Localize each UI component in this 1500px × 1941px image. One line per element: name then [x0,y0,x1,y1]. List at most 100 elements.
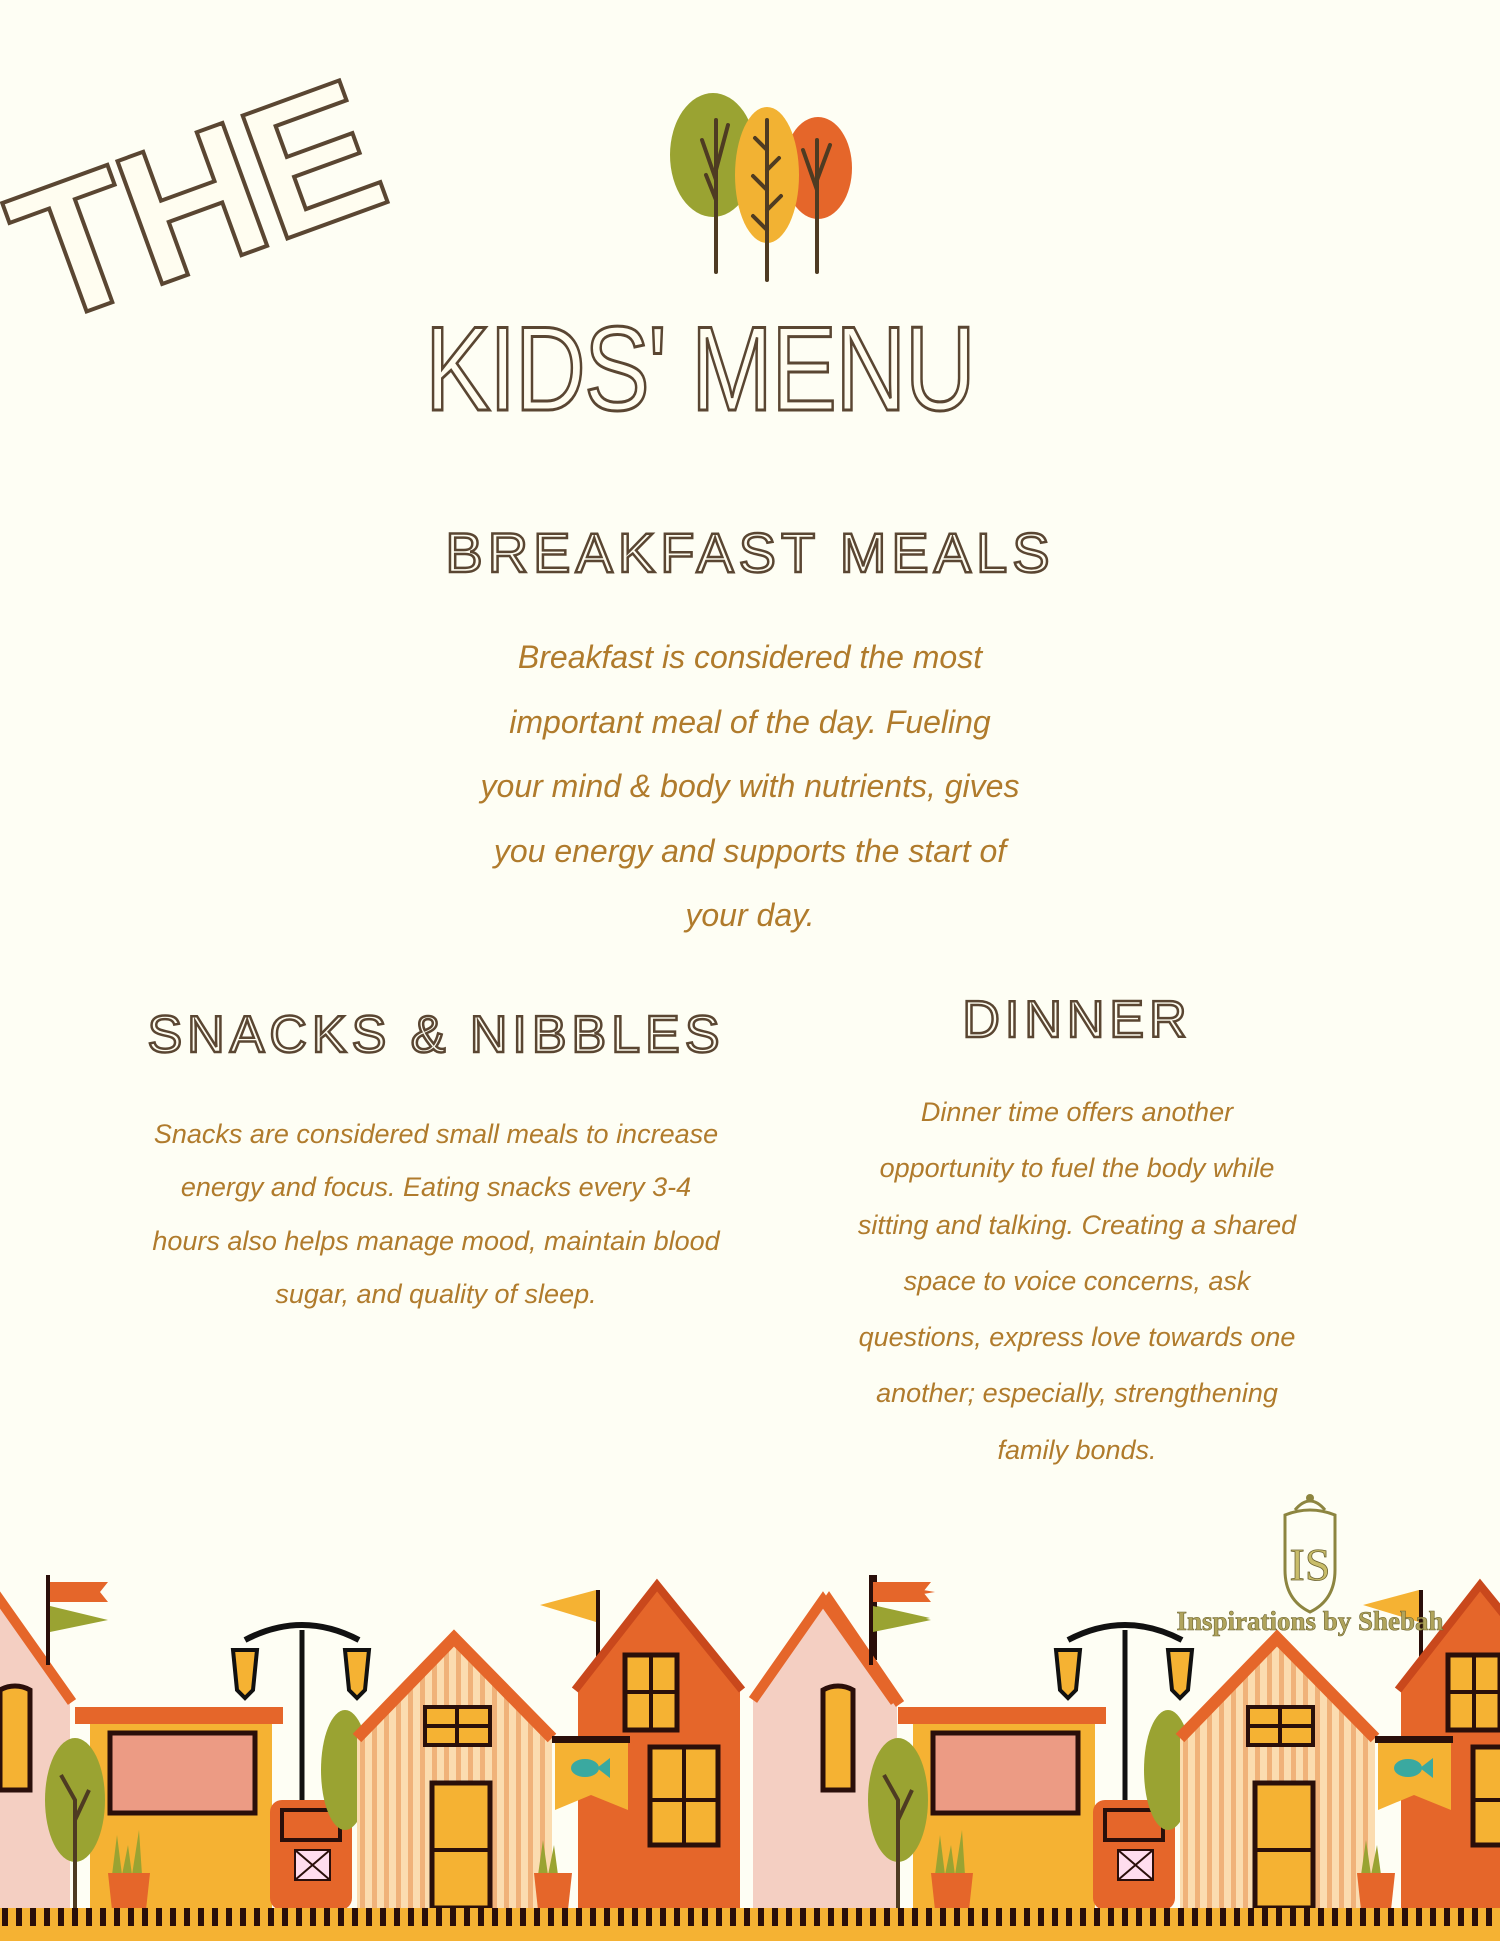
dinner-description: Dinner time offers another opportunity t… [777,1084,1377,1478]
fence-post [1192,1908,1198,1926]
text-line: family bonds. [997,1434,1157,1465]
fence-post [660,1908,666,1926]
fence-post [44,1908,50,1926]
text-line: space to voice concerns, ask [903,1265,1251,1296]
fence-post [226,1908,232,1926]
fence-post [1332,1908,1338,1926]
text-line: energy and focus. Eating snacks every 3-… [180,1172,692,1203]
fence-post [534,1908,540,1926]
fence-post [366,1908,372,1926]
fence-post [1472,1908,1478,1926]
fence-post [884,1908,890,1926]
fence-post [632,1908,638,1926]
fence-post [842,1908,848,1926]
text-line: Snacks are considered small meals to inc… [153,1119,719,1149]
fence-post [478,1908,484,1926]
fence-post [604,1908,610,1926]
fence-post [1276,1908,1282,1926]
fence-post [58,1908,64,1926]
text-line: Breakfast is considered the most [517,639,983,675]
fence-post [870,1908,876,1926]
fence-post [1136,1908,1142,1926]
fence-post [394,1908,400,1926]
fence [2,1908,1492,1926]
fence-post [744,1908,750,1926]
fence-post [1220,1908,1226,1926]
trees-illustration [670,93,852,282]
fence-post [100,1908,106,1926]
fence-post [1122,1908,1128,1926]
fence-post [212,1908,218,1926]
dinner-heading: DINNER [961,990,1192,1051]
fence-post [254,1908,260,1926]
fence-post [310,1908,316,1926]
fence-post [2,1908,8,1926]
fence-post [548,1908,554,1926]
fence-post [940,1908,946,1926]
fence-post [282,1908,288,1926]
fence-post [1052,1908,1058,1926]
fence-post [1108,1908,1114,1926]
fence-post [156,1908,162,1926]
fence-post [1150,1908,1156,1926]
text-line: important meal of the day. Fueling [509,703,991,740]
fence-post [1416,1908,1422,1926]
fence-post [492,1908,498,1926]
fence-post [1178,1908,1184,1926]
logo-text: Inspirations by Shebah [1176,1606,1444,1637]
fence-post [758,1908,764,1926]
text-line: you energy and supports the start of [493,832,1007,869]
text-line: sugar, and quality of sleep. [275,1278,597,1309]
text-line: your day. [685,897,815,933]
fence-post [338,1908,344,1926]
breakfast-heading: BREAKFAST MEALS [444,520,1055,586]
logo-monogram: IS [1290,1539,1331,1590]
inspirations-logo: IS [1283,1494,1337,1614]
fence-post [562,1908,568,1926]
fence-post [828,1908,834,1926]
fence-post [408,1908,414,1926]
fence-post [1458,1908,1464,1926]
fence-post [730,1908,736,1926]
fence-post [1402,1908,1408,1926]
fence-post [450,1908,456,1926]
text-line: sitting and talking. Creating a shared [857,1209,1297,1240]
text-line: your mind & body with nutrients, gives [480,768,1020,804]
fence-post [436,1908,442,1926]
fence-post [1010,1908,1016,1926]
fence-post [1066,1908,1072,1926]
fence-post [702,1908,708,1926]
fence-post [1486,1908,1492,1926]
fence-post [324,1908,330,1926]
fence-post [128,1908,134,1926]
fence-post [1444,1908,1450,1926]
fence-post [464,1908,470,1926]
fence-post [184,1908,190,1926]
fence-post [716,1908,722,1926]
fence-post [786,1908,792,1926]
fence-post [1290,1908,1296,1926]
text-line: questions, express love towards one [858,1322,1296,1353]
text-line: Dinner time offers another [920,1097,1234,1127]
fence-post [1304,1908,1310,1926]
fence-post [1206,1908,1212,1926]
fence-post [800,1908,806,1926]
text-line: opportunity to fuel the body while [879,1153,1275,1184]
fence-post [86,1908,92,1926]
fence-post [114,1908,120,1926]
fence-post [506,1908,512,1926]
fence-post [926,1908,932,1926]
fence-post [1248,1908,1254,1926]
fence-post [30,1908,36,1926]
fence-post [618,1908,624,1926]
fence-post [982,1908,988,1926]
fence-post [1164,1908,1170,1926]
fence-post [674,1908,680,1926]
fence-post [814,1908,820,1926]
title-the: THE [0,38,407,367]
title-kids-menu: KIDS' MENU [424,301,977,438]
fence-post [590,1908,596,1926]
fence-post [772,1908,778,1926]
fence-post [1318,1908,1324,1926]
fence-post [1262,1908,1268,1926]
